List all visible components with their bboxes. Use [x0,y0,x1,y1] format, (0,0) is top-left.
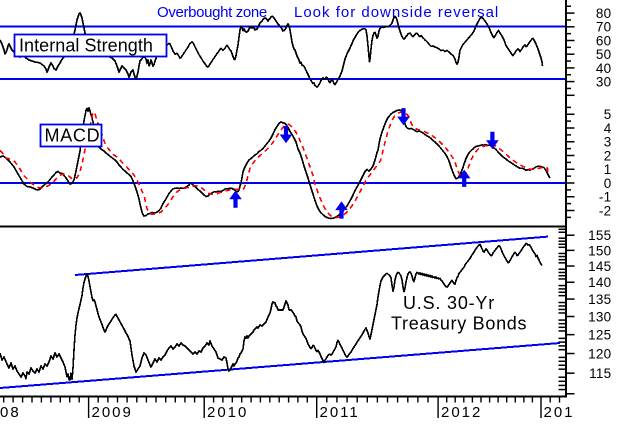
svg-text:150: 150 [588,243,611,258]
svg-text:40: 40 [596,61,612,76]
svg-text:2: 2 [604,148,612,163]
svg-text:2011: 2011 [320,404,360,421]
svg-text:115: 115 [589,366,611,381]
svg-text:120: 120 [588,346,611,361]
svg-text:2013: 2013 [544,404,585,421]
svg-text:Look for downside reversal: Look for downside reversal [294,4,499,21]
svg-text:60: 60 [596,33,612,48]
svg-text:0: 0 [604,176,612,191]
svg-text:80: 80 [596,6,612,21]
svg-text:140: 140 [588,275,611,290]
svg-text:125: 125 [588,328,611,343]
svg-text:Treasury Bonds: Treasury Bonds [391,314,527,334]
svg-text:155: 155 [588,228,611,243]
svg-text:1: 1 [604,162,612,177]
svg-text:30: 30 [596,75,612,90]
svg-text:3: 3 [604,135,612,150]
svg-text:08: 08 [0,404,21,421]
svg-text:-1: -1 [599,190,612,205]
svg-text:2012: 2012 [441,404,482,421]
svg-text:-2: -2 [599,203,612,218]
svg-text:130: 130 [588,309,611,324]
svg-text:MACD: MACD [45,126,101,146]
svg-text:Overbought zone: Overbought zone [157,4,267,21]
svg-text:U.S. 30-Yr: U.S. 30-Yr [403,293,495,313]
svg-text:5: 5 [604,107,612,122]
svg-text:145: 145 [588,259,611,274]
svg-text:50: 50 [596,47,612,62]
svg-text:4: 4 [604,121,612,136]
svg-text:Internal Strength: Internal Strength [19,36,153,56]
svg-text:2009: 2009 [92,404,133,421]
svg-text:70: 70 [596,20,612,35]
svg-text:135: 135 [588,292,611,307]
svg-text:2010: 2010 [207,404,248,421]
